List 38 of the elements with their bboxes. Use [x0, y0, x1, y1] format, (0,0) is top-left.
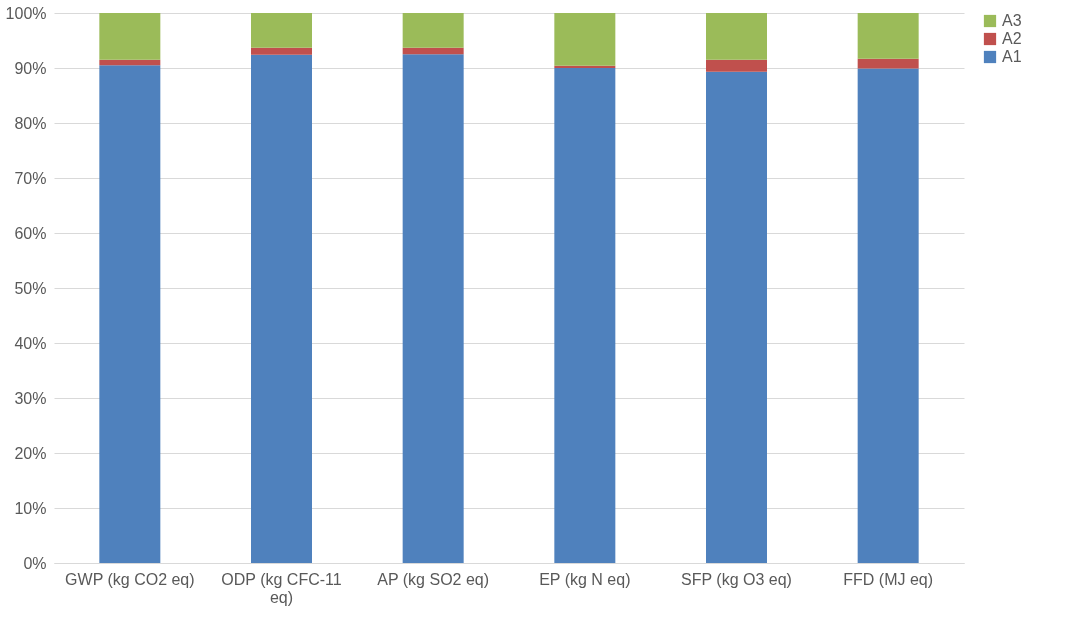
legend-label: A3	[1002, 12, 1022, 29]
x-tick-label: SFP (kg O3 eq)	[681, 570, 792, 588]
y-tick-label: 30%	[14, 389, 47, 407]
bar	[554, 13, 616, 66]
bar	[99, 13, 161, 60]
y-tick-label: 10%	[14, 499, 47, 517]
x-tick-label: FFD (MJ eq)	[843, 570, 934, 588]
y-tick-label: 20%	[14, 444, 47, 462]
bar	[554, 68, 616, 563]
y-tick-label: 50%	[14, 279, 47, 297]
y-tick-label: 40%	[14, 334, 47, 352]
y-tick-label: 90%	[14, 59, 47, 77]
bar	[99, 65, 161, 563]
bar	[857, 13, 919, 59]
bar	[857, 68, 919, 563]
bar	[402, 13, 464, 48]
bar	[402, 47, 464, 55]
x-tick-label: AP (kg SO2 eq)	[377, 570, 490, 588]
x-tick-label: EP (kg N eq)	[539, 570, 631, 588]
x-tick-label: ODP (kg CFC-11 eq)	[221, 570, 342, 606]
bar	[402, 54, 464, 563]
y-tick-label: 80%	[14, 114, 47, 132]
bar	[857, 58, 919, 69]
legend-label: A2	[1002, 30, 1022, 47]
bar	[706, 13, 767, 60]
bar	[706, 71, 767, 563]
bar	[99, 59, 161, 66]
y-tick-label: 100%	[5, 4, 47, 22]
bar	[554, 65, 616, 68]
x-tick-label: GWP (kg CO2 eq)	[65, 570, 195, 588]
bar	[251, 13, 312, 48]
bar	[251, 47, 312, 55]
y-tick-label: 0%	[23, 554, 47, 572]
y-tick-label: 60%	[14, 224, 47, 242]
bar	[251, 54, 312, 563]
bar	[706, 59, 767, 72]
legend-label: A1	[1002, 48, 1022, 65]
y-tick-label: 70%	[14, 169, 47, 187]
